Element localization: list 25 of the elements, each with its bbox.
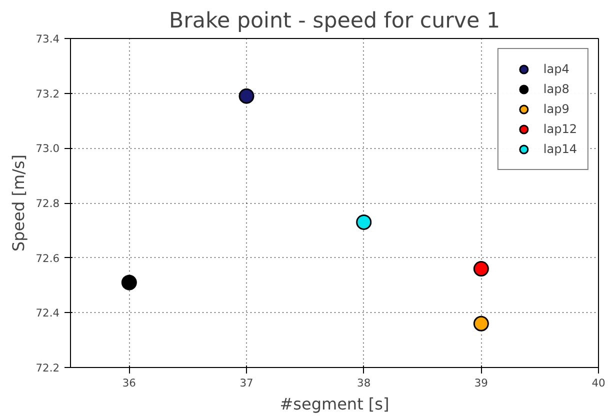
point (473, 261, 489, 277)
legend-label: lap8 (543, 82, 570, 96)
x-tick-label: 37 (240, 376, 254, 390)
x-tick-label: 39 (474, 376, 488, 390)
y-tick-label: 73.4 (36, 32, 60, 46)
point (356, 214, 372, 230)
y-tick-label: 73.2 (36, 87, 60, 100)
legend-label: lap14 (543, 142, 577, 156)
x-tick-label: 40 (592, 376, 606, 390)
x-tick-label: 38 (357, 376, 371, 390)
legend-label: lap12 (543, 122, 577, 136)
point (238, 88, 254, 104)
x-axis-title: #segment [s] (280, 394, 390, 414)
legend-label: lap9 (543, 102, 570, 116)
legend-label: lap4 (543, 62, 570, 76)
y-tick-label: 72.8 (36, 197, 60, 210)
y-tick-label: 72.6 (36, 252, 60, 265)
y-axis-title: Speed [m/s] (8, 154, 28, 252)
y-tick-label: 72.4 (36, 306, 60, 320)
y-tick-label: 72.2 (36, 362, 60, 374)
y-tick-label: 73.0 (36, 142, 60, 156)
point (473, 316, 489, 332)
point (121, 274, 137, 290)
x-tick-label: 36 (122, 376, 136, 390)
chart-title: Brake point - speed for curve 1 (168, 8, 500, 34)
